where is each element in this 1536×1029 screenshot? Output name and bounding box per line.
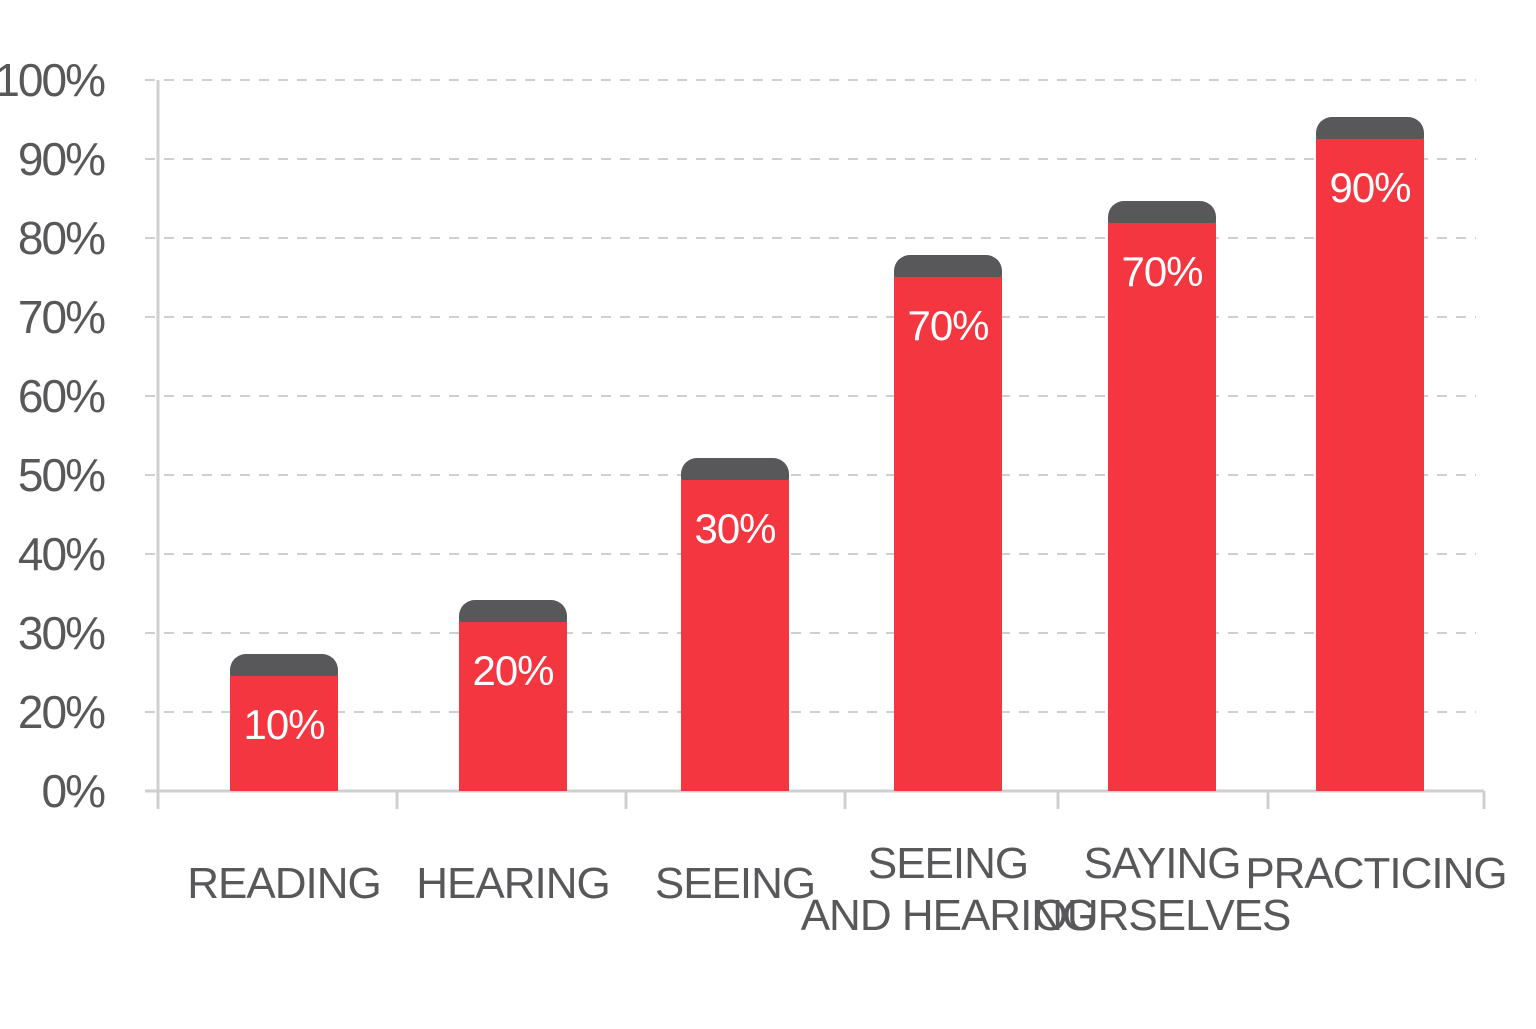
bar-group: 30% [681,458,789,791]
y-tick-label: 50% [18,449,105,501]
y-tick-label: 30% [18,607,105,659]
category-label-line: HEARING [416,859,609,908]
y-tick-label: 20% [18,686,105,738]
bar-group: 70% [894,255,1002,791]
bar-value-label: 30% [694,505,775,552]
bar [230,676,338,791]
bar [1108,223,1216,791]
category-label-line: AND HEARING [801,891,1096,940]
bar [459,622,567,791]
y-tick-label: 40% [18,528,105,580]
bar-group: 10% [230,654,338,791]
category-label: HEARING [416,859,610,908]
bar-value-label: 70% [907,302,988,349]
y-tick-label: 100% [0,54,105,106]
bar-value-label: 20% [472,647,553,694]
category-label-line: SAYING [1083,839,1240,888]
gridlines [145,79,1476,713]
bar [894,277,1002,791]
bar [681,480,789,791]
bar-value-label: 70% [1121,248,1202,295]
category-label: PRACTICING [1245,849,1507,898]
y-tick-label: 90% [18,133,105,185]
bar-value-label: 10% [243,701,324,748]
bar [1316,139,1424,791]
y-tick-label: 60% [18,370,105,422]
category-label-line: PRACTICING [1245,849,1506,898]
bars: 10% 20% 30% 70% 70% 90% [230,117,1424,791]
category-label-line: SEEING [655,859,815,908]
axes [145,80,1486,809]
y-tick-label: 70% [18,291,105,343]
bar-value-label: 90% [1329,164,1410,211]
category-label: READING [187,859,381,908]
bar-group: 90% [1316,117,1424,791]
bar-group: 20% [459,600,567,791]
category-label-line: SEEING [868,839,1028,888]
bar-group: 70% [1108,201,1216,791]
category-label: SEEING [655,859,816,908]
category-label-line: OURSELVES [1034,891,1291,940]
y-tick-label: 0% [42,765,106,817]
y-tick-label: 80% [18,212,105,264]
y-axis-tick-labels: 0% 20% 30% 40% 50% 60% 70% 80% 90% 100% [0,54,107,817]
category-label-line: READING [187,859,380,908]
